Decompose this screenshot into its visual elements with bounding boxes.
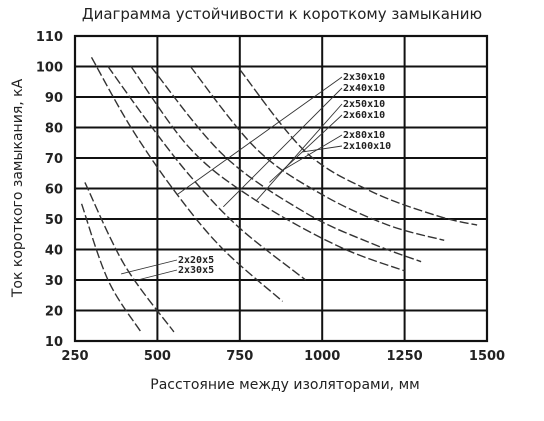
y-tick-label: 70 — [45, 152, 63, 167]
leader-line — [269, 114, 343, 183]
y-tick-label: 50 — [45, 213, 63, 228]
x-tick-label: 1000 — [304, 349, 340, 364]
series-label-2x30x10: 2x30x10 — [343, 72, 385, 83]
y-tick-label: 10 — [45, 335, 63, 350]
leader-line — [176, 76, 343, 195]
leader-lines — [121, 76, 343, 281]
grid — [73, 34, 489, 343]
y-tick-label: 90 — [45, 91, 63, 106]
series-label-2x60x10: 2x60x10 — [343, 110, 385, 121]
y-tick-label: 20 — [45, 305, 63, 320]
tick-labels: 10 20 30 40 50 60 70 80 90 100 110 250 500 750 1000 125… — [36, 30, 505, 364]
x-tick-label: 500 — [144, 349, 171, 364]
leader-line — [255, 103, 343, 201]
series-group — [80, 56, 478, 333]
series-line-2x40x10 — [107, 66, 307, 281]
y-tick-label: 100 — [36, 61, 63, 76]
x-tick-label: 750 — [226, 349, 253, 364]
series-label-2x100x10: 2x100x10 — [343, 141, 391, 152]
y-tick-label: 30 — [45, 274, 63, 289]
y-axis-label: Ток короткого замыкания, кА — [10, 78, 26, 298]
chart-title: Диаграмма устойчивости к короткому замык… — [82, 5, 482, 23]
x-tick-label: 250 — [61, 349, 88, 364]
leader-line — [302, 145, 343, 153]
series-label-2x50x10: 2x50x10 — [343, 99, 385, 110]
series-line-2x30x5 — [84, 182, 175, 333]
x-tick-label: 1500 — [469, 349, 505, 364]
series-label-2x80x10: 2x80x10 — [343, 130, 385, 141]
y-tick-label: 40 — [45, 244, 63, 259]
series-label-2x30x5: 2x30x5 — [178, 265, 214, 276]
series-line-2x80x10 — [189, 66, 445, 241]
series-label-2x20x5: 2x20x5 — [178, 255, 214, 266]
leader-line — [282, 134, 343, 171]
series-line-2x20x5 — [80, 203, 142, 333]
y-tick-label: 80 — [45, 122, 63, 137]
x-tick-label: 1250 — [387, 349, 423, 364]
series-line-2x60x10 — [150, 66, 422, 263]
series-label-2x40x10: 2x40x10 — [343, 83, 385, 94]
y-tick-label: 110 — [36, 30, 63, 45]
leader-line — [121, 259, 178, 275]
x-axis-label: Расстояние между изоляторами, мм — [150, 377, 419, 393]
leader-line — [137, 269, 178, 281]
leader-line — [223, 87, 343, 208]
y-tick-label: 60 — [45, 183, 63, 198]
